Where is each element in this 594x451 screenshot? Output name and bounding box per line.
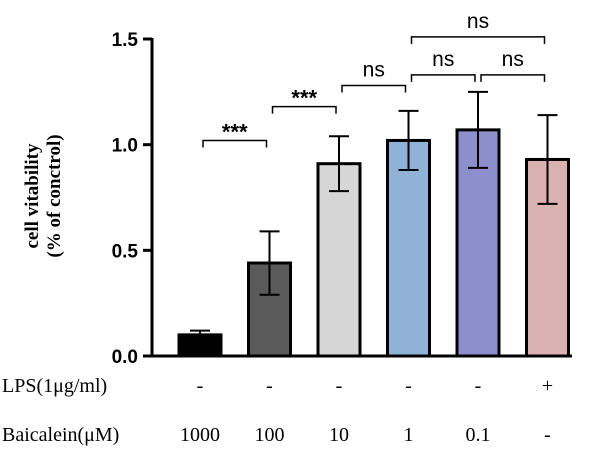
treatment-value: 10: [329, 424, 349, 446]
y-axis-label-line: cell vitability: [22, 143, 43, 249]
y-tick-label: 1.0: [112, 136, 138, 157]
significance-bracket: [202, 139, 268, 148]
y-axis-label: cell vitability (% of conctrol): [22, 134, 65, 257]
significance-bracket: [410, 36, 546, 44]
treatment-value: 1: [404, 424, 414, 446]
significance-bracket: [410, 74, 476, 82]
y-tick-label: 1.5: [112, 30, 139, 51]
significance-label: ns: [467, 10, 489, 33]
y-axis-label-line: (% of conctrol): [44, 134, 65, 257]
treatment-value: -: [336, 375, 343, 397]
bar: [386, 138, 431, 358]
significance-label: ***: [291, 86, 317, 111]
significance-label: ns: [502, 48, 524, 71]
significance-bracket: [271, 105, 337, 114]
significance-label: ns: [363, 58, 385, 81]
y-tick-label: 0.5: [112, 241, 139, 262]
treatment-value: -: [475, 375, 482, 397]
bar: [316, 162, 362, 358]
treatment-value: +: [542, 375, 553, 397]
significance-label: ***: [222, 119, 248, 144]
treatment-row-label: Baicalein(μM): [2, 424, 119, 446]
y-tick-label: 0.0: [112, 347, 138, 368]
treatment-value: -: [544, 424, 551, 446]
treatment-value: 0.1: [466, 424, 491, 446]
significance-bracket: [480, 74, 546, 82]
treatment-value: 100: [255, 424, 285, 446]
treatment-value: -: [197, 375, 204, 397]
significance-bracket: [341, 84, 407, 93]
significance-label: ns: [432, 48, 454, 71]
treatment-value: 1000: [180, 424, 220, 446]
treatment-value: -: [405, 375, 412, 397]
treatment-value: -: [266, 375, 273, 397]
treatment-row-label: LPS(1μg/ml): [2, 375, 107, 397]
